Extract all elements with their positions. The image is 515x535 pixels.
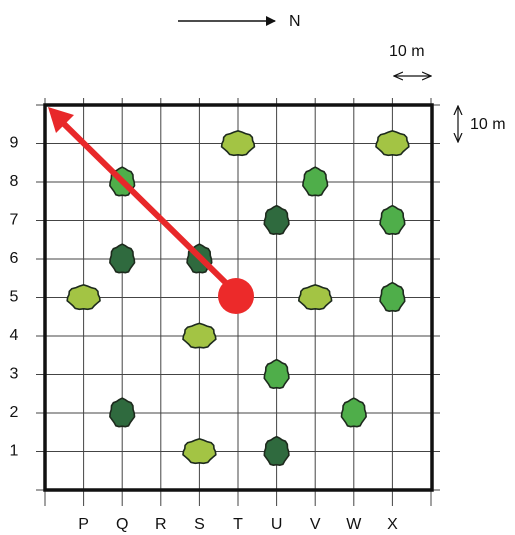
plot-border: [43, 103, 434, 492]
bush: [375, 129, 410, 157]
column-label: U: [271, 516, 283, 533]
bush: [379, 204, 406, 236]
bushes: [66, 129, 410, 467]
bush: [263, 358, 290, 390]
scale-label: 10 m: [389, 43, 425, 60]
row-label: 1: [10, 443, 19, 460]
bush: [109, 243, 136, 274]
center-point: [218, 278, 254, 314]
row-label: 6: [10, 250, 19, 267]
row-label: 8: [10, 173, 19, 190]
row-label: 2: [10, 404, 19, 421]
bush: [109, 397, 136, 428]
direction-arrowhead: [48, 107, 74, 133]
bush: [379, 281, 406, 313]
bush: [182, 322, 217, 349]
column-label: P: [78, 516, 89, 533]
column-label: Q: [116, 516, 128, 533]
bush: [302, 166, 329, 197]
bush: [66, 283, 101, 311]
bush: [220, 129, 256, 157]
bush: [297, 283, 333, 311]
column-label: T: [233, 516, 243, 533]
row-label: 3: [10, 366, 19, 383]
labels: P Q R S T U V W X 1 2 3 4 5 6 7 8 9: [10, 135, 399, 534]
north-label: N: [289, 13, 301, 30]
direction-arrow: [57, 117, 229, 286]
bush: [263, 435, 290, 467]
column-label: V: [310, 516, 321, 533]
bush: [182, 437, 217, 465]
column-label: S: [194, 516, 205, 533]
row-label: 9: [10, 135, 19, 152]
scale-label: 10 m: [470, 116, 506, 133]
bush: [340, 397, 367, 428]
bush: [263, 204, 290, 236]
row-label: 4: [10, 327, 19, 344]
column-label: R: [155, 516, 167, 533]
column-label: X: [387, 516, 398, 533]
column-label: W: [346, 516, 362, 533]
row-label: 7: [10, 212, 19, 229]
row-label: 5: [10, 289, 19, 306]
